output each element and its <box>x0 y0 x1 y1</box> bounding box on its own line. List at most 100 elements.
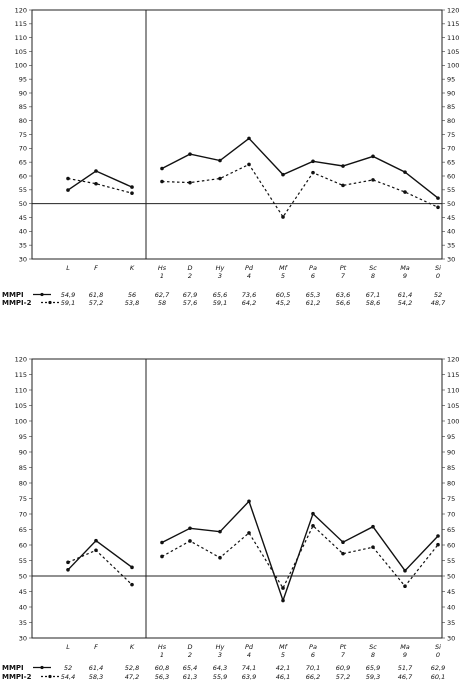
data-value-label: 59,1 <box>61 299 75 307</box>
data-point-mmpi <box>311 511 315 516</box>
y-tick-label-left: 90 <box>19 89 27 97</box>
y-tick-label-left: 40 <box>19 603 27 611</box>
data-value-label: 46,7 <box>398 673 413 681</box>
data-value-label: 60,8 <box>155 664 169 672</box>
y-tick-label-right: 95 <box>447 75 455 83</box>
data-value-label: 63,9 <box>242 673 256 681</box>
x-tick-label-sc: Sc <box>369 264 377 272</box>
data-value-label: 65,4 <box>183 664 197 672</box>
y-tick-label-right: 95 <box>447 433 455 441</box>
x-tick-number-hy: 3 <box>218 651 222 659</box>
y-tick-label-left: 75 <box>19 131 27 139</box>
y-tick-label-right: 90 <box>447 448 455 456</box>
legend-label-mmpi-2: MMPI-2 <box>2 673 32 681</box>
y-tick-label-left: 65 <box>19 526 27 534</box>
y-tick-label-right: 100 <box>447 62 459 70</box>
x-tick-label-ma: Ma <box>400 643 410 651</box>
y-tick-label-left: 100 <box>15 417 27 425</box>
x-tick-label-l: L <box>66 264 70 272</box>
data-value-label: 67,9 <box>183 291 197 299</box>
data-value-label: 51,7 <box>398 664 413 672</box>
data-point-mmpi-2 <box>341 183 345 188</box>
x-tick-label-ma: Ma <box>400 264 410 272</box>
data-value-label: 56,3 <box>155 673 169 681</box>
data-value-label: 64,2 <box>242 299 256 307</box>
plot-frame <box>31 9 443 260</box>
data-point-mmpi-2 <box>436 542 440 547</box>
y-tick-label-left: 65 <box>19 158 27 166</box>
data-point-mmpi <box>188 152 192 156</box>
x-tick-label-si: Si <box>435 264 441 272</box>
x-tick-number-hy: 3 <box>218 272 222 280</box>
x-tick-number-sc: 8 <box>371 651 375 659</box>
y-tick-label-right: 35 <box>447 241 455 249</box>
x-tick-label-mf: Mf <box>279 264 289 272</box>
data-point-mmpi-2 <box>188 180 192 185</box>
x-tick-label-pa: Pa <box>309 643 317 651</box>
series-line-mmpi-2-clinical <box>161 163 439 218</box>
y-tick-label-right: 30 <box>447 634 455 642</box>
data-point-mmpi <box>130 565 134 570</box>
y-tick-label-left: 35 <box>19 241 27 249</box>
data-value-label: 52 <box>434 291 442 299</box>
data-point-mmpi-2 <box>160 179 164 184</box>
data-point-mmpi-2 <box>403 190 407 194</box>
data-point-mmpi-2 <box>247 531 251 535</box>
y-tick-label-right: 100 <box>447 417 459 425</box>
plot-frame <box>31 358 443 639</box>
y-tick-label-left: 75 <box>19 495 27 503</box>
data-point-mmpi <box>247 499 251 504</box>
y-tick-label-right: 75 <box>447 131 455 139</box>
y-tick-label-left: 110 <box>15 34 27 42</box>
data-value-label: 61,3 <box>183 673 197 681</box>
series-line-mmpi-clinical <box>161 499 439 603</box>
series-line-mmpi-clinical <box>161 137 439 199</box>
x-tick-label-mf: Mf <box>279 643 289 651</box>
x-tick-number-si: 0 <box>436 272 440 280</box>
data-value-label: 60,9 <box>336 664 350 672</box>
data-point-mmpi-2 <box>94 548 98 553</box>
y-tick-label-left: 80 <box>19 479 27 487</box>
x-tick-label-hs: Hs <box>158 264 167 272</box>
data-value-label: 42,1 <box>276 664 290 672</box>
y-tick-label-right: 105 <box>447 402 459 410</box>
y-tick-label-left: 55 <box>19 186 27 194</box>
y-tick-label-left: 45 <box>19 588 27 596</box>
y-tick-label-left: 40 <box>19 228 27 236</box>
x-tick-number-d: 2 <box>188 651 192 659</box>
data-value-label: 57,2 <box>336 673 350 681</box>
y-tick-label-right: 105 <box>447 48 459 56</box>
x-tick-label-l: L <box>66 643 70 651</box>
y-tick-label-left: 60 <box>19 172 27 180</box>
series-line-mmpi-2-validity <box>67 549 133 586</box>
y-tick-label-left: 100 <box>15 62 27 70</box>
data-point-mmpi <box>403 170 407 174</box>
y-tick-label-right: 110 <box>447 386 459 394</box>
y-tick-label-left: 115 <box>15 371 27 379</box>
data-value-label: 61,4 <box>398 291 412 299</box>
data-point-mmpi-2 <box>311 523 315 528</box>
x-tick-number-pt: 7 <box>341 651 346 659</box>
data-value-label: 60,5 <box>276 291 290 299</box>
data-point-mmpi-2 <box>188 539 192 543</box>
x-tick-label-pt: Pt <box>340 264 347 272</box>
data-value-label: 65,6 <box>213 291 227 299</box>
x-tick-number-pa: 6 <box>311 272 315 280</box>
x-tick-label-si: Si <box>435 643 441 651</box>
data-value-label: 54,9 <box>61 291 75 299</box>
data-point-mmpi <box>66 568 70 572</box>
x-tick-number-ma: 9 <box>403 272 407 280</box>
y-tick-label-left: 55 <box>19 557 27 565</box>
y-tick-label-left: 80 <box>19 117 27 125</box>
y-tick-label-right: 65 <box>447 526 455 534</box>
x-tick-label-hy: Hy <box>216 643 225 651</box>
y-tick-label-left: 45 <box>19 214 27 222</box>
data-point-mmpi <box>94 538 98 543</box>
data-point-mmpi <box>281 172 285 177</box>
data-value-label: 56 <box>128 291 136 299</box>
data-value-label: 64,3 <box>213 664 227 672</box>
series-line-mmpi-validity <box>67 170 133 191</box>
legend-swatch-point <box>48 300 52 305</box>
data-value-label: 61,4 <box>89 664 103 672</box>
